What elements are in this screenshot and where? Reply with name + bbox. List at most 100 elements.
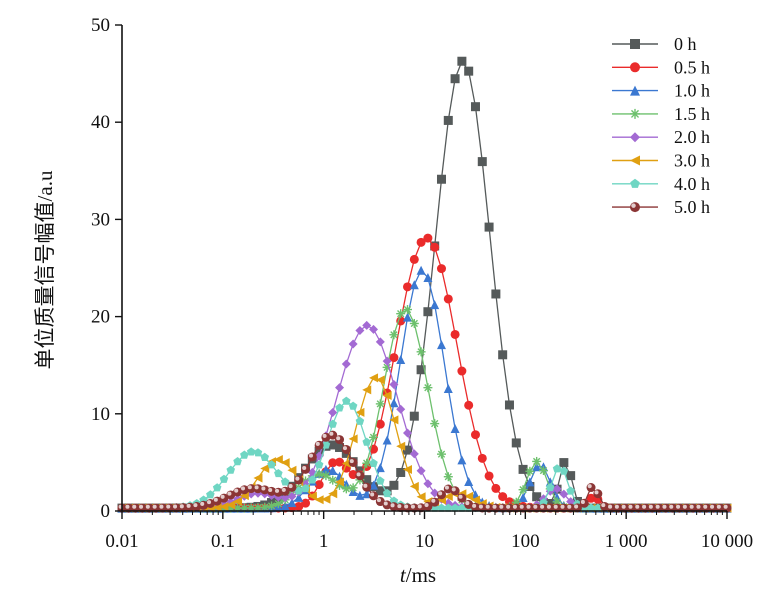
data-point	[375, 463, 385, 473]
data-point	[416, 365, 426, 375]
data-point	[552, 484, 562, 494]
data-point	[321, 464, 331, 474]
data-point	[498, 350, 508, 360]
legend-item: 0 h	[612, 34, 697, 54]
data-point	[314, 460, 324, 469]
data-point	[206, 490, 215, 499]
plot-series	[117, 56, 732, 513]
data-point	[233, 496, 243, 506]
data-point	[416, 466, 426, 476]
data-point	[464, 499, 474, 509]
data-point	[226, 490, 236, 500]
series-line	[122, 324, 727, 509]
data-point	[342, 396, 351, 405]
data-point	[246, 484, 256, 494]
data-point	[226, 500, 236, 510]
data-point	[443, 484, 453, 494]
data-point	[423, 273, 433, 283]
data-point	[511, 438, 521, 448]
data-point	[335, 435, 345, 445]
data-point	[355, 416, 365, 425]
data-point	[273, 487, 283, 497]
x-tick-label: 1	[319, 531, 329, 552]
data-point	[409, 280, 419, 290]
data-point	[396, 503, 406, 513]
data-point	[518, 493, 528, 503]
data-point	[409, 318, 419, 328]
data-point	[436, 264, 446, 274]
data-point	[260, 485, 270, 495]
data-point	[348, 434, 358, 444]
data-point	[409, 449, 419, 459]
data-point	[348, 470, 358, 480]
data-point	[205, 498, 215, 508]
legend-marker	[630, 39, 640, 49]
data-point	[369, 491, 379, 501]
data-point	[355, 407, 365, 417]
data-point	[430, 242, 440, 252]
data-point	[416, 492, 426, 502]
data-point	[375, 486, 385, 496]
data-point	[362, 320, 372, 330]
y-tick-label: 10	[91, 404, 110, 425]
data-point	[586, 503, 596, 512]
data-point	[301, 498, 311, 508]
data-point	[436, 449, 446, 459]
data-point	[586, 493, 596, 503]
data-point	[233, 457, 242, 466]
data-point	[382, 391, 392, 401]
data-point	[321, 471, 331, 481]
legend-label: 0 h	[674, 34, 697, 54]
data-point	[457, 455, 467, 465]
data-point	[416, 265, 426, 275]
data-point	[375, 375, 385, 385]
data-point	[436, 174, 446, 184]
data-point	[287, 498, 297, 508]
data-point	[192, 501, 202, 511]
axes: 0 10 20 30 40 50 0.01 0.1 1 10 100 1 000 10 000	[91, 15, 753, 552]
data-point	[450, 423, 460, 433]
data-point	[396, 441, 406, 451]
data-point	[212, 496, 222, 506]
data-point	[457, 56, 467, 66]
data-point	[396, 309, 406, 319]
data-point	[416, 503, 426, 513]
data-point	[464, 66, 474, 76]
data-point	[423, 307, 433, 317]
data-point	[443, 472, 453, 482]
data-point	[321, 432, 331, 442]
data-point	[335, 403, 344, 412]
data-point	[382, 500, 392, 510]
legend-item: 3.0 h	[612, 151, 710, 171]
data-point	[280, 493, 290, 503]
data-point	[470, 430, 480, 440]
data-point	[219, 502, 229, 512]
data-point	[321, 494, 331, 504]
data-point	[579, 498, 589, 508]
data-point	[287, 491, 297, 501]
data-point	[525, 481, 535, 491]
data-point	[566, 471, 576, 481]
data-point	[389, 330, 399, 340]
data-point	[464, 491, 474, 501]
data-point	[294, 475, 304, 485]
data-point	[307, 452, 317, 462]
data-point	[185, 502, 195, 512]
legend-label: 4.0 h	[674, 174, 710, 194]
data-point	[314, 446, 324, 456]
data-point	[341, 444, 351, 454]
x-tick-label: 0.1	[211, 531, 235, 552]
data-point	[348, 457, 358, 467]
legend-item: 1.0 h	[612, 81, 710, 101]
data-point	[314, 480, 324, 490]
data-point	[335, 442, 345, 452]
data-point	[328, 440, 338, 450]
x-tick-label: 10 000	[701, 531, 753, 552]
legend-label: 0.5 h	[674, 57, 710, 77]
data-point	[416, 347, 426, 357]
x-axis-label: t/ms	[400, 563, 436, 587]
series-line	[122, 269, 727, 509]
data-point	[600, 501, 610, 511]
data-point	[423, 233, 433, 243]
